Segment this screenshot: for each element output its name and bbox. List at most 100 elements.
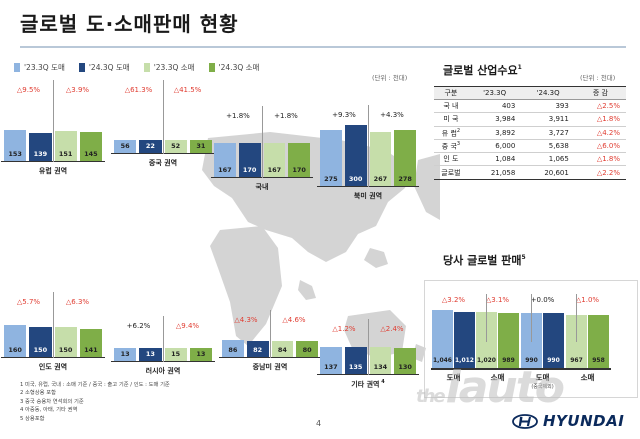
- bar-value-label: 170: [292, 166, 306, 174]
- baseline: [520, 368, 566, 370]
- chart-bar: 82: [246, 341, 269, 358]
- chart-bar: 170: [288, 143, 310, 178]
- region-name: 국내: [255, 183, 269, 191]
- own-sales-sublabel: (중국제외): [531, 384, 554, 390]
- bar-value-label: 22: [145, 142, 155, 150]
- chart-bar: 167: [214, 143, 236, 178]
- bar-value-label: 300: [348, 175, 363, 183]
- bar-value-label: 130: [398, 363, 412, 371]
- table-row: 인 도 1,084 1,065 △1.8%: [434, 152, 626, 167]
- legend-swatch: [14, 63, 20, 72]
- baseline: [565, 368, 611, 370]
- wholesale-change: △61.3%: [124, 86, 153, 94]
- value-2023: 6,000: [467, 139, 522, 154]
- bar-value-label: 139: [33, 150, 48, 158]
- wholesale-change: △1.2%: [332, 325, 356, 333]
- legend-label: '23.3Q 도매: [24, 63, 65, 72]
- divider-line: [368, 105, 369, 187]
- own-sales-title-text: 당사 글로벌 판매: [443, 254, 522, 267]
- retail-change: +4.3%: [380, 111, 404, 119]
- divider-line: [270, 310, 271, 358]
- chart-bar: 145: [79, 132, 102, 162]
- change-value: △2.2%: [574, 165, 626, 180]
- region-others: 137 135 134 130 △1.2% △2.4% 기타 권역 4: [317, 319, 419, 388]
- own-sales-change: △3.1%: [485, 296, 510, 304]
- retail-change: △2.4%: [380, 325, 404, 333]
- chart-bar: 31: [189, 140, 212, 154]
- chart-bar: 13: [114, 348, 137, 362]
- table-row: 유 럽2 3,892 3,727 △4.2%: [434, 126, 626, 140]
- bar-value-label: 86: [228, 346, 238, 354]
- value-2024: 1,065: [521, 152, 575, 167]
- region-name: 북미 권역: [353, 192, 383, 200]
- own-sales-label: 소매: [490, 373, 505, 382]
- title-underline: [20, 46, 626, 48]
- own-sales-bar: 989: [498, 313, 519, 368]
- bar-group: 153 139 151 145: [4, 100, 102, 162]
- table-row: 미 국 3,984 3,911 △1.8%: [434, 112, 626, 127]
- region-russia: 13 13 15 13 +6.2% △9.4% 러시아 권역: [111, 316, 215, 375]
- bar-value-label: 150: [33, 346, 48, 354]
- bar-value-label: 56: [120, 142, 130, 150]
- retail-change: △41.5%: [173, 86, 202, 94]
- bar-value-label: 84: [277, 346, 287, 354]
- page-number: 4: [316, 419, 322, 428]
- chart-bar: 300: [344, 125, 367, 187]
- bar-group: 160 150 150 141: [4, 312, 102, 358]
- bar-value-label: 52: [171, 142, 181, 150]
- chart-bar: 15: [164, 348, 187, 362]
- divider-line: [368, 319, 369, 375]
- chart-bar: 80: [296, 341, 318, 358]
- retail-change: △9.4%: [175, 322, 200, 330]
- region-latin-america: 86 82 84 80 △4.3% △4.6% 중남미 권역: [219, 310, 321, 371]
- baseline: [475, 368, 521, 370]
- legend-label: '23.3Q 소매: [153, 63, 195, 72]
- bar-group: 137 135 134 130: [320, 339, 416, 375]
- row-label: 글로벌: [434, 165, 468, 180]
- change-value: △1.8%: [574, 112, 626, 127]
- legend-item: '23.3Q 도매: [14, 62, 65, 73]
- region-name-sup: 4: [379, 379, 385, 385]
- retail-change: △3.9%: [65, 86, 90, 94]
- bar-group: 275 300 267 278: [320, 125, 416, 187]
- own-sales-bar: 1,012: [454, 312, 475, 368]
- own-sales-panel: [424, 280, 638, 398]
- bar-value-label: 82: [253, 346, 263, 354]
- bar-group: 13 13 15 13: [114, 336, 212, 362]
- bar-value-label: 989: [502, 357, 515, 364]
- footnote: 1 미국, 유럽, 국내 : 소매 기준 / 중국 : 출고 기준 / 인도 :…: [20, 382, 170, 388]
- bar-value-label: 958: [592, 357, 605, 364]
- chart-bar: 137: [320, 347, 342, 375]
- chart-bar: 151: [54, 131, 77, 162]
- demand-table: 구분 '23.3Q '24.3Q 증 감 국 내 403 393 △2.5% 미 국 3,…: [434, 86, 626, 180]
- wholesale-change: △9.5%: [16, 86, 41, 94]
- region-india: 160 150 150 141 △5.7% △6.3% 인도 권역: [1, 292, 105, 371]
- chart-bar: 139: [29, 133, 52, 162]
- row-label: 국 내: [434, 99, 468, 114]
- bar-value-label: 13: [120, 350, 130, 358]
- bar-value-label: 267: [373, 175, 388, 183]
- divider-line: [486, 294, 487, 342]
- value-2023: 3,984: [467, 112, 522, 127]
- chart-bar: 153: [4, 130, 27, 162]
- region-name: 기타 권역 4: [351, 379, 385, 389]
- own-sales-bar: 990: [543, 313, 564, 368]
- legend-item: '23.3Q 소매: [143, 62, 195, 73]
- divider-line: [531, 294, 532, 342]
- baseline: [431, 368, 477, 370]
- bar-value-label: 31: [196, 142, 206, 150]
- bar-value-label: 167: [218, 166, 232, 174]
- chart-bar: 275: [320, 130, 342, 187]
- value-2024: 3,911: [521, 112, 575, 127]
- bar-value-label: 160: [8, 346, 22, 354]
- bar-value-label: 1,046: [433, 357, 452, 364]
- bar-value-label: 135: [348, 363, 363, 371]
- footnote: 2 소형상용 포함: [20, 390, 56, 397]
- legend-label: '24.3Q 소매: [218, 63, 260, 72]
- unit-label-right: (단위 : 천대): [580, 74, 616, 82]
- row-label: 인 도: [434, 152, 468, 167]
- bar-value-label: 167: [267, 166, 282, 174]
- divider-line: [53, 292, 54, 358]
- bar-value-label: 170: [242, 166, 257, 174]
- bar-value-label: 990: [547, 357, 560, 364]
